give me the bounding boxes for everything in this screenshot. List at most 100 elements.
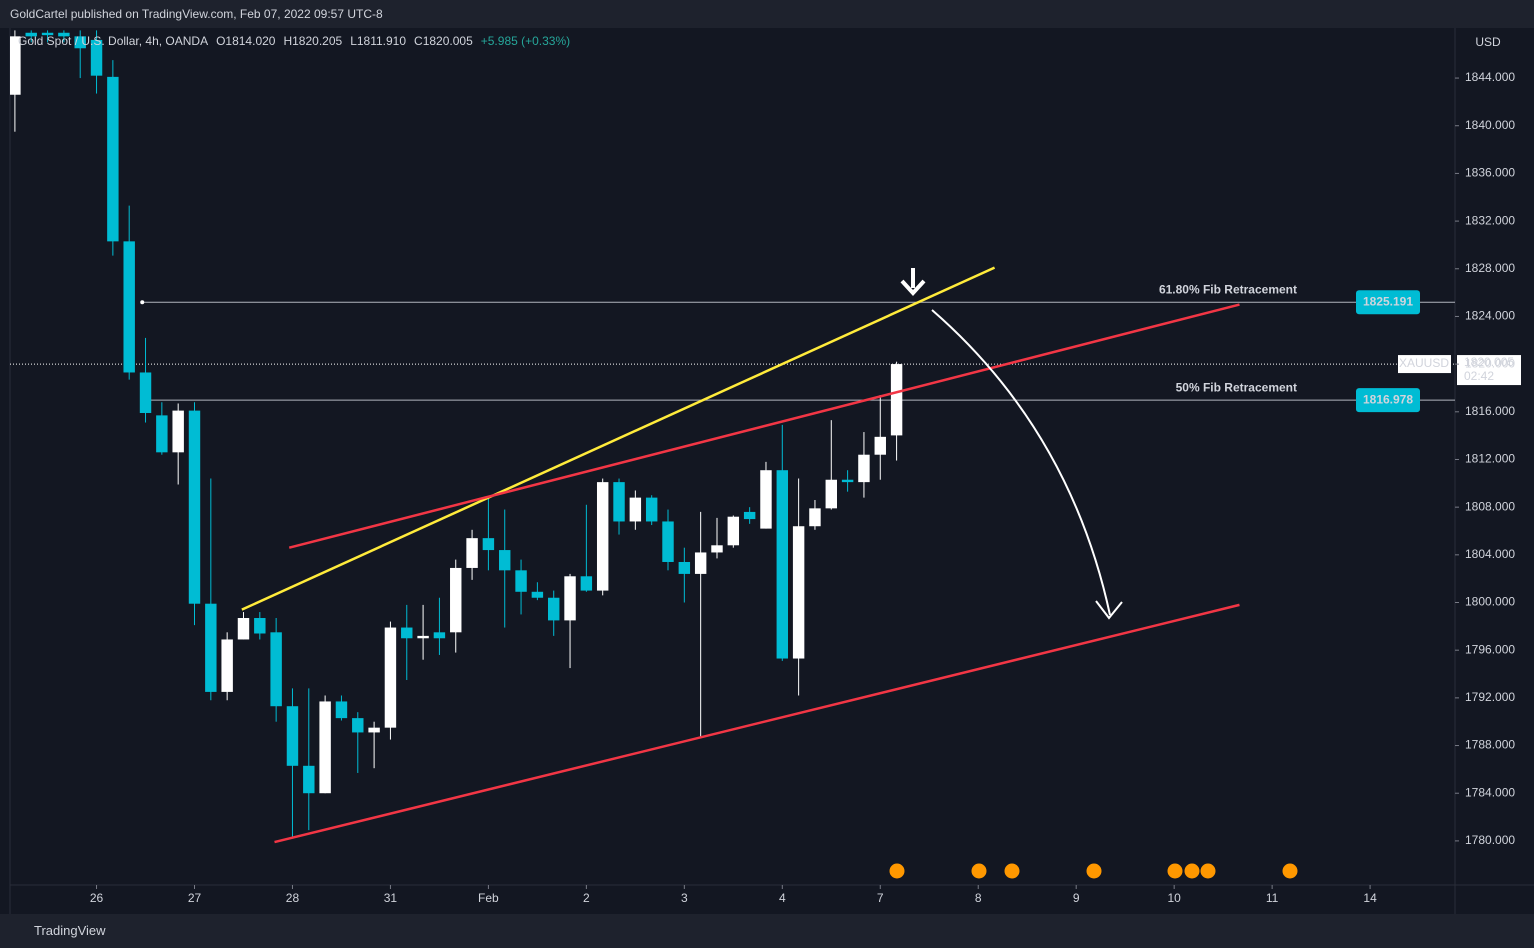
currency-label: USD bbox=[1475, 35, 1501, 49]
y-tick-label: 1792.000 bbox=[1465, 690, 1515, 704]
x-tick-label: 3 bbox=[681, 891, 688, 905]
event-icon[interactable] bbox=[1183, 862, 1201, 880]
candle-body bbox=[596, 482, 609, 591]
candle-body bbox=[809, 508, 821, 527]
candle-body bbox=[499, 550, 511, 571]
candle-body bbox=[466, 538, 478, 568]
x-tick-label: 26 bbox=[90, 891, 104, 905]
candle-body bbox=[450, 567, 462, 633]
candle-body bbox=[368, 727, 380, 733]
x-tick-label: 7 bbox=[877, 891, 884, 905]
projection-arrow-head bbox=[1095, 600, 1123, 620]
price-tag: 1820.005 bbox=[1464, 355, 1514, 369]
candle-body bbox=[776, 470, 789, 659]
y-tick-label: 1780.000 bbox=[1465, 833, 1515, 847]
candle-body bbox=[254, 618, 266, 634]
brand: TradingView bbox=[34, 923, 106, 938]
legend-item: H1820.205 bbox=[283, 34, 343, 48]
candle-body bbox=[743, 511, 756, 520]
y-tick-label: 1800.000 bbox=[1465, 595, 1515, 609]
candle-body bbox=[433, 632, 446, 639]
event-icon[interactable] bbox=[970, 862, 988, 880]
candle-body bbox=[237, 618, 250, 640]
y-tick-label: 1824.000 bbox=[1465, 309, 1515, 323]
fib-price-tag-box bbox=[1356, 388, 1420, 413]
currency-box bbox=[1457, 28, 1521, 52]
symbol-tag: XAUUSD bbox=[1399, 356, 1449, 370]
legend-item: +5.985 (+0.33%) bbox=[480, 34, 571, 48]
y-tick-label: 1828.000 bbox=[1465, 261, 1515, 275]
projection-arrow bbox=[931, 309, 1111, 616]
event-icon[interactable] bbox=[1003, 862, 1021, 880]
trendline bbox=[288, 303, 1240, 549]
countdown: 02:42 bbox=[1464, 369, 1494, 383]
candle-body bbox=[303, 765, 315, 794]
fib-price-tag-box bbox=[1356, 290, 1420, 315]
x-tick-label: 11 bbox=[1266, 891, 1279, 905]
event-icon[interactable] bbox=[1281, 862, 1299, 880]
event-icons bbox=[888, 862, 1299, 880]
candle-body bbox=[890, 364, 903, 436]
candle-body bbox=[564, 576, 576, 621]
candle-body bbox=[792, 526, 805, 659]
candle-body bbox=[858, 454, 870, 483]
fib-label: 50% Fib Retracement bbox=[1176, 380, 1297, 394]
candle-body bbox=[760, 470, 772, 529]
candle-body bbox=[531, 591, 544, 598]
symbol-legend: Gold Spot / U.S. Dollar, 4h, OANDA O1814.… bbox=[18, 34, 578, 48]
candle-body bbox=[90, 39, 103, 76]
candle-body bbox=[645, 497, 658, 522]
legend-item: C1820.005 bbox=[414, 34, 473, 48]
candle-body bbox=[74, 36, 86, 49]
candle-body bbox=[547, 597, 560, 621]
down-arrow-head bbox=[900, 279, 926, 296]
candle-body bbox=[25, 32, 37, 37]
fib-price-tag: 1825.191 bbox=[1363, 294, 1413, 308]
x-tick-label: 8 bbox=[975, 891, 982, 905]
y-tick-label: 1808.000 bbox=[1465, 499, 1515, 513]
x-tick-label: 9 bbox=[1073, 891, 1080, 905]
x-tick-label: 28 bbox=[286, 891, 300, 905]
y-tick-label: 1840.000 bbox=[1465, 118, 1515, 132]
x-tick-label: Feb bbox=[478, 891, 499, 905]
candle-body bbox=[515, 570, 527, 592]
legend-item: Gold Spot / U.S. Dollar, 4h, OANDA bbox=[18, 34, 209, 48]
candle-body bbox=[41, 32, 54, 36]
x-tick-label: 14 bbox=[1363, 891, 1377, 905]
event-icon[interactable] bbox=[1199, 862, 1217, 880]
x-tick-label: 31 bbox=[384, 891, 398, 905]
y-tick-label: 1844.000 bbox=[1465, 70, 1515, 84]
candle-body bbox=[123, 241, 135, 373]
y-tick-label: 1804.000 bbox=[1465, 547, 1515, 561]
candle-body bbox=[711, 545, 723, 553]
candle-body bbox=[156, 415, 168, 453]
candle-body bbox=[188, 410, 201, 604]
candle-body bbox=[417, 635, 429, 639]
event-icon[interactable] bbox=[888, 862, 906, 880]
event-icon[interactable] bbox=[1166, 862, 1184, 880]
y-tick-label: 1788.000 bbox=[1465, 738, 1515, 752]
candle-body bbox=[825, 479, 837, 509]
trendline bbox=[274, 603, 1240, 844]
candle-body bbox=[319, 701, 331, 794]
candle-body bbox=[841, 479, 854, 483]
fib-price-tag: 1816.978 bbox=[1363, 392, 1413, 406]
x-tick-label: 2 bbox=[583, 891, 590, 905]
candle-body bbox=[384, 627, 397, 728]
candle-body bbox=[10, 36, 21, 95]
event-icon[interactable] bbox=[1085, 862, 1103, 880]
plot-area bbox=[10, 30, 1455, 844]
x-tick-label: 10 bbox=[1167, 891, 1181, 905]
candle-body bbox=[221, 639, 233, 692]
candle-body bbox=[482, 538, 495, 551]
legend-item: L1811.910 bbox=[350, 34, 407, 48]
candle-body bbox=[172, 410, 184, 453]
y-tick-label: 1832.000 bbox=[1465, 213, 1515, 227]
y-tick-label: 1812.000 bbox=[1465, 452, 1515, 466]
footer-bar: TradingView bbox=[0, 914, 1534, 948]
candle-body bbox=[874, 436, 886, 455]
candle-body bbox=[401, 627, 413, 639]
symbol-tag-box bbox=[1398, 355, 1451, 374]
